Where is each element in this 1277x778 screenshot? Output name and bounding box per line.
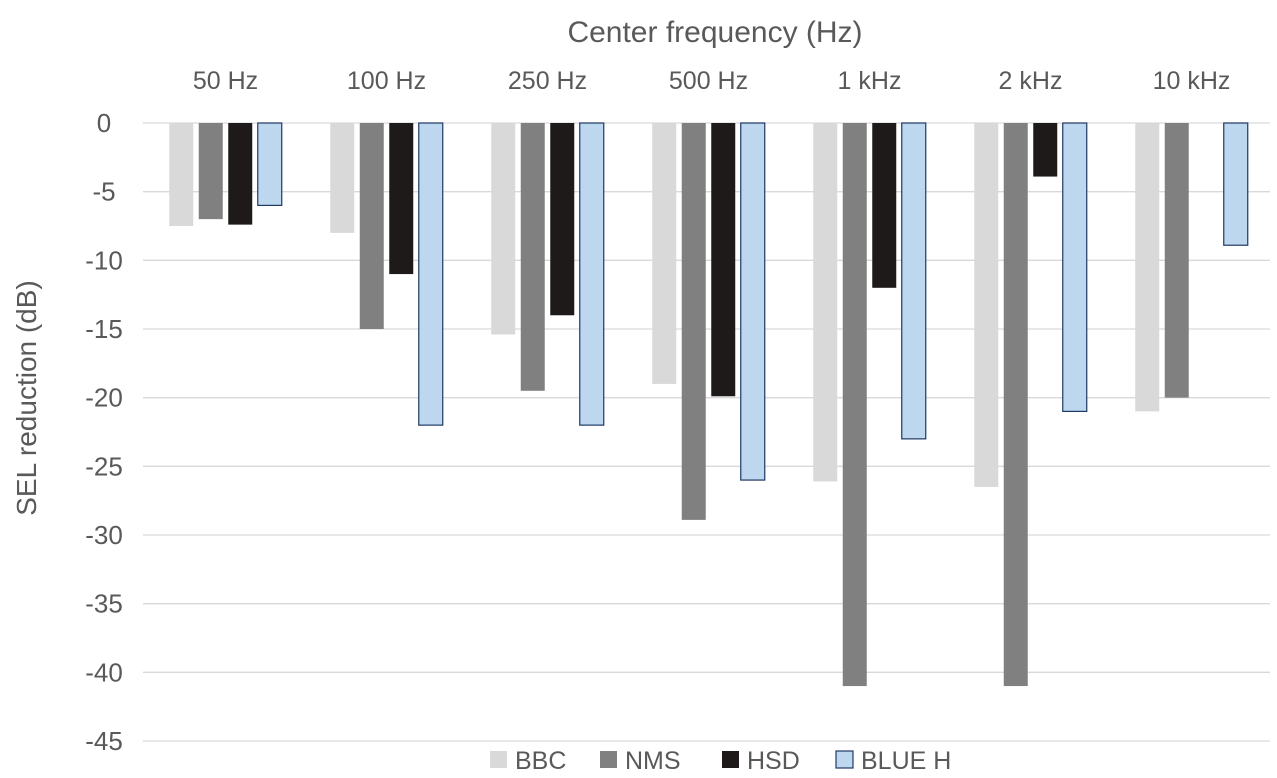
y-tick-label: -35 — [85, 589, 123, 619]
bar — [330, 123, 355, 233]
category-label: 1 kHz — [838, 67, 902, 95]
bar — [359, 123, 384, 329]
category-label: 50 Hz — [193, 67, 258, 95]
legend-swatch — [490, 751, 507, 768]
legend-label: NMS — [625, 747, 681, 775]
legend-swatch — [835, 750, 854, 769]
category-labels: 50 Hz 100 Hz 250 Hz 500 Hz 1 kHz 2 kHz 10 kHz — [193, 67, 1231, 95]
legend-label: HSD — [747, 747, 800, 775]
y-tick-label: -10 — [85, 245, 123, 275]
category-label: 100 Hz — [347, 67, 426, 95]
y-tick-label: -30 — [85, 520, 123, 550]
bar — [901, 122, 927, 440]
bars — [169, 122, 1249, 687]
bar — [198, 123, 223, 220]
y-tick-label: 0 — [97, 108, 111, 138]
y-tick-labels: 0 -5 -10 -15 -20 -25 -30 -35 -40 -45 — [85, 108, 123, 756]
y-tick-label: -15 — [85, 314, 123, 344]
bar — [872, 123, 897, 288]
legend-label: BBC — [515, 747, 566, 775]
gridlines — [143, 122, 1270, 742]
bar — [711, 123, 736, 397]
y-tick-label: -40 — [85, 657, 123, 687]
legend: BBC NMS HSD BLUE H — [490, 747, 951, 775]
bar — [652, 123, 677, 384]
bar — [491, 123, 516, 335]
bar — [813, 123, 838, 482]
y-tick-label: -25 — [85, 451, 123, 481]
category-label: 2 kHz — [999, 67, 1063, 95]
legend-label: BLUE H — [861, 747, 951, 775]
y-tick-label: -5 — [92, 177, 115, 207]
bar — [389, 123, 414, 275]
chart-title: Center frequency (Hz) — [567, 16, 862, 49]
bar — [257, 122, 283, 207]
category-label: 250 Hz — [508, 67, 587, 95]
bar — [974, 123, 999, 487]
bar — [1164, 123, 1189, 398]
bar — [681, 123, 706, 520]
bar — [579, 122, 605, 426]
bar — [1003, 123, 1028, 687]
legend-swatch — [722, 751, 739, 768]
y-axis-label: SEL reduction (dB) — [11, 280, 42, 516]
legend-swatch — [600, 751, 617, 768]
bar — [1033, 123, 1058, 177]
category-label: 10 kHz — [1153, 67, 1231, 95]
y-tick-label: -45 — [85, 726, 123, 756]
bar — [842, 123, 867, 687]
bar — [1223, 122, 1249, 246]
category-label: 500 Hz — [669, 67, 748, 95]
y-tick-label: -20 — [85, 383, 123, 413]
bar — [228, 123, 253, 225]
bar — [1135, 123, 1160, 412]
bar — [550, 123, 575, 316]
bar — [169, 123, 194, 226]
bar — [1062, 122, 1088, 412]
bar — [740, 122, 766, 481]
bar — [418, 122, 444, 426]
bar — [520, 123, 545, 391]
